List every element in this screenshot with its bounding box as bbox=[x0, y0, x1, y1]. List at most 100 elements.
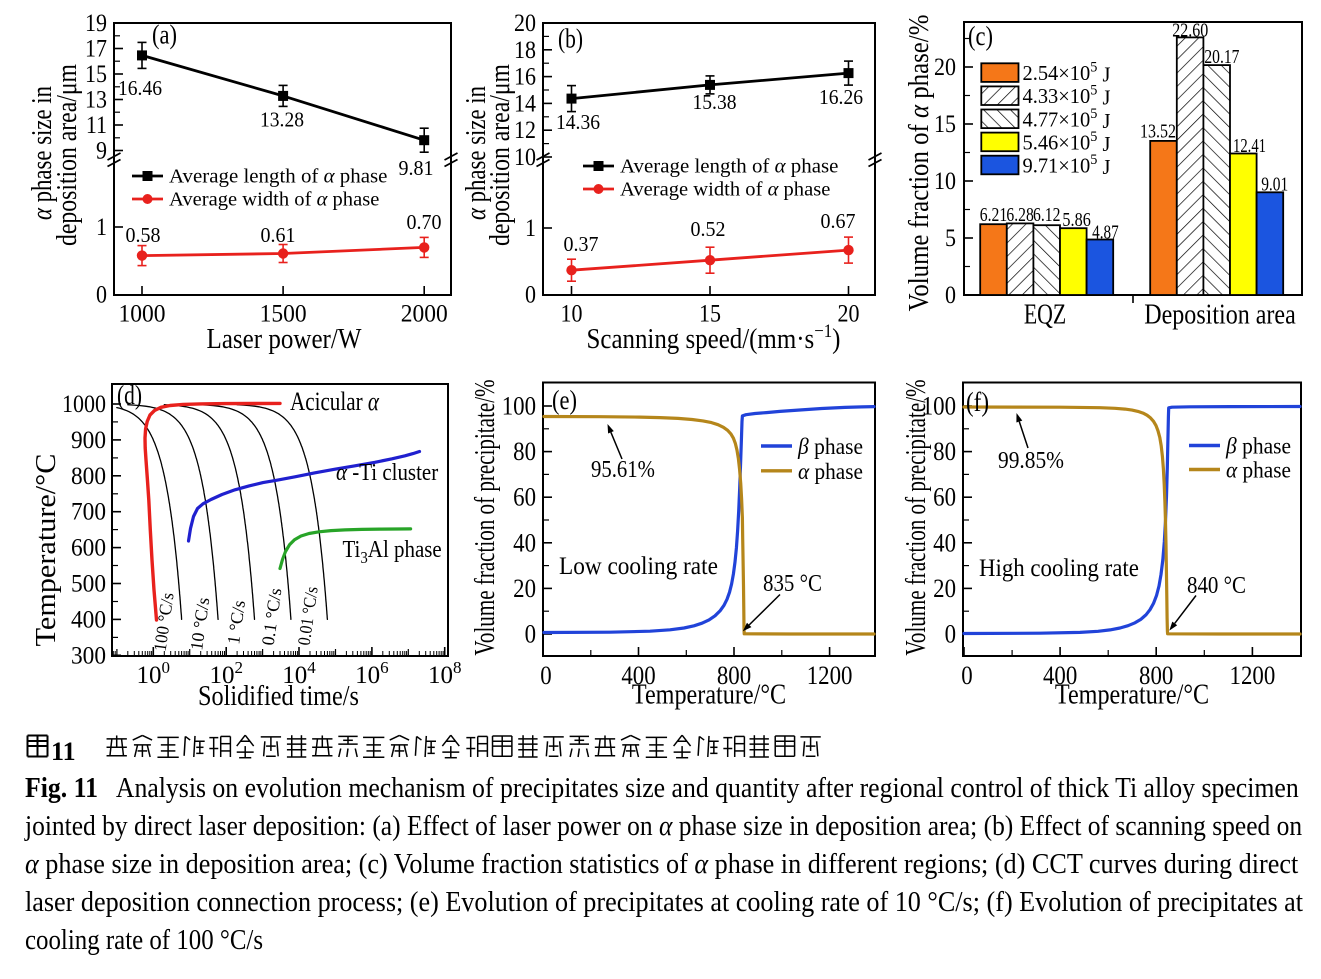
svg-text:95.61%: 95.61% bbox=[591, 456, 655, 483]
svg-text:Acicular α: Acicular α bbox=[290, 388, 379, 417]
svg-text:Laser power/W: Laser power/W bbox=[207, 323, 362, 355]
svg-text:0.61: 0.61 bbox=[261, 225, 296, 248]
svg-text:20: 20 bbox=[514, 10, 536, 38]
svg-text:17: 17 bbox=[85, 35, 107, 63]
svg-text:16.46: 16.46 bbox=[118, 77, 162, 100]
svg-text:10: 10 bbox=[514, 144, 536, 172]
svg-text:(f): (f) bbox=[966, 388, 989, 417]
svg-text:deposition area/μm: deposition area/μm bbox=[51, 64, 82, 246]
svg-text:22.60: 22.60 bbox=[1172, 19, 1208, 41]
svg-text:β phase: β phase bbox=[797, 433, 863, 459]
svg-text:0: 0 bbox=[961, 662, 972, 691]
svg-text:80: 80 bbox=[513, 438, 536, 467]
svg-text:400: 400 bbox=[621, 662, 655, 691]
svg-text:0.58: 0.58 bbox=[126, 225, 161, 248]
svg-text:α phase size in: α phase size in bbox=[460, 86, 492, 220]
svg-text:14.36: 14.36 bbox=[556, 111, 600, 134]
svg-text:10: 10 bbox=[561, 300, 583, 328]
svg-text:1000: 1000 bbox=[62, 391, 106, 419]
svg-text:(d): (d) bbox=[117, 381, 142, 411]
svg-text:2000: 2000 bbox=[401, 300, 448, 328]
svg-text:(b): (b) bbox=[558, 24, 583, 54]
svg-text:1: 1 bbox=[525, 215, 536, 243]
svg-text:108: 108 bbox=[428, 658, 462, 689]
svg-text:18: 18 bbox=[514, 37, 536, 65]
svg-text:0: 0 bbox=[945, 282, 956, 310]
svg-text:40: 40 bbox=[513, 529, 536, 558]
svg-text:60: 60 bbox=[513, 483, 536, 512]
svg-text:11: 11 bbox=[86, 112, 107, 140]
svg-text:500: 500 bbox=[71, 570, 106, 598]
svg-text:700: 700 bbox=[71, 498, 106, 526]
svg-text:100: 100 bbox=[137, 658, 171, 689]
svg-text:1200: 1200 bbox=[807, 662, 853, 691]
svg-text:100: 100 bbox=[502, 392, 536, 421]
svg-text:5.86: 5.86 bbox=[1062, 208, 1090, 230]
svg-text:20: 20 bbox=[934, 54, 956, 82]
svg-text:Volume fraction of precipitate: Volume fraction of precipitate/% bbox=[470, 379, 501, 655]
svg-text:Average width of α phase: Average width of α phase bbox=[169, 189, 379, 211]
svg-text:EQZ: EQZ bbox=[1024, 298, 1066, 331]
svg-text:15: 15 bbox=[934, 111, 956, 139]
svg-text:15: 15 bbox=[699, 300, 721, 328]
svg-text:1 °C/s: 1 °C/s bbox=[223, 599, 249, 646]
svg-text:20: 20 bbox=[513, 575, 536, 604]
svg-text:α phase size in: α phase size in bbox=[26, 86, 58, 220]
svg-text:Average length of α phase: Average length of α phase bbox=[620, 156, 838, 178]
svg-text:10: 10 bbox=[934, 168, 956, 196]
svg-text:80: 80 bbox=[933, 438, 956, 467]
svg-text:Low cooling rate: Low cooling rate bbox=[559, 552, 718, 580]
svg-text:400: 400 bbox=[71, 606, 106, 634]
svg-text:Temperature/°C: Temperature/°C bbox=[1055, 677, 1209, 710]
svg-text:13.52: 13.52 bbox=[1140, 120, 1176, 142]
svg-text:900: 900 bbox=[71, 426, 106, 454]
svg-text:16.26: 16.26 bbox=[819, 86, 863, 109]
svg-text:1000: 1000 bbox=[119, 300, 166, 328]
svg-text:6.12: 6.12 bbox=[1033, 203, 1060, 225]
svg-text:13.28: 13.28 bbox=[260, 109, 304, 132]
svg-text:Volume fraction of α phase/%: Volume fraction of α phase/% bbox=[902, 15, 934, 312]
svg-text:Average length of α phase: Average length of α phase bbox=[169, 166, 387, 188]
svg-text:11: 11 bbox=[51, 737, 76, 766]
svg-text:1: 1 bbox=[96, 214, 107, 242]
svg-text:16: 16 bbox=[514, 63, 536, 91]
svg-text:0: 0 bbox=[945, 620, 956, 649]
svg-text:0: 0 bbox=[540, 662, 551, 691]
svg-text:19: 19 bbox=[85, 10, 107, 38]
svg-text:40: 40 bbox=[933, 529, 956, 558]
svg-text:2.54×105 J: 2.54×105 J bbox=[1023, 59, 1111, 86]
svg-text:α phase: α phase bbox=[1226, 457, 1291, 483]
svg-text:20: 20 bbox=[838, 300, 860, 328]
svg-text:99.85%: 99.85% bbox=[998, 447, 1064, 473]
svg-text:800: 800 bbox=[717, 662, 751, 691]
svg-text:α phase: α phase bbox=[798, 458, 863, 484]
svg-text:835 °C: 835 °C bbox=[763, 570, 822, 597]
svg-text:Temperature/°C: Temperature/°C bbox=[632, 677, 786, 710]
svg-text:9.71×105 J: 9.71×105 J bbox=[1023, 152, 1111, 179]
svg-text:deposition area/μm: deposition area/μm bbox=[484, 64, 515, 246]
svg-text:Deposition area: Deposition area bbox=[1144, 297, 1296, 330]
svg-text:Ti3Al phase: Ti3Al phase bbox=[343, 536, 442, 568]
svg-text:4.33×105 J: 4.33×105 J bbox=[1023, 82, 1111, 109]
svg-text:0: 0 bbox=[525, 281, 536, 309]
svg-text:0.37: 0.37 bbox=[564, 234, 599, 257]
svg-text:0.52: 0.52 bbox=[691, 219, 726, 242]
svg-text:(a): (a) bbox=[152, 21, 177, 50]
svg-text:6.21: 6.21 bbox=[980, 203, 1007, 225]
svg-text:0.1 °C/s: 0.1 °C/s bbox=[258, 587, 286, 647]
svg-text:α -Ti cluster: α -Ti cluster bbox=[336, 459, 439, 486]
svg-text:Scanning speed/(mm·s−1): Scanning speed/(mm·s−1) bbox=[587, 320, 841, 354]
svg-text:9.01: 9.01 bbox=[1261, 173, 1288, 195]
svg-text:800: 800 bbox=[71, 462, 106, 490]
svg-text:300: 300 bbox=[71, 642, 106, 670]
svg-text:0.70: 0.70 bbox=[407, 212, 442, 235]
svg-text:0: 0 bbox=[96, 281, 107, 309]
svg-text:15: 15 bbox=[85, 61, 107, 89]
svg-text:106: 106 bbox=[355, 658, 389, 689]
svg-text:Volume fraction of precipitate: Volume fraction of precipitate/% bbox=[901, 379, 932, 655]
svg-text:High cooling rate: High cooling rate bbox=[979, 555, 1139, 582]
svg-text:15.38: 15.38 bbox=[693, 91, 737, 114]
svg-text:1500: 1500 bbox=[260, 300, 307, 328]
svg-text:20: 20 bbox=[933, 575, 956, 604]
svg-text:(e): (e) bbox=[552, 386, 577, 415]
